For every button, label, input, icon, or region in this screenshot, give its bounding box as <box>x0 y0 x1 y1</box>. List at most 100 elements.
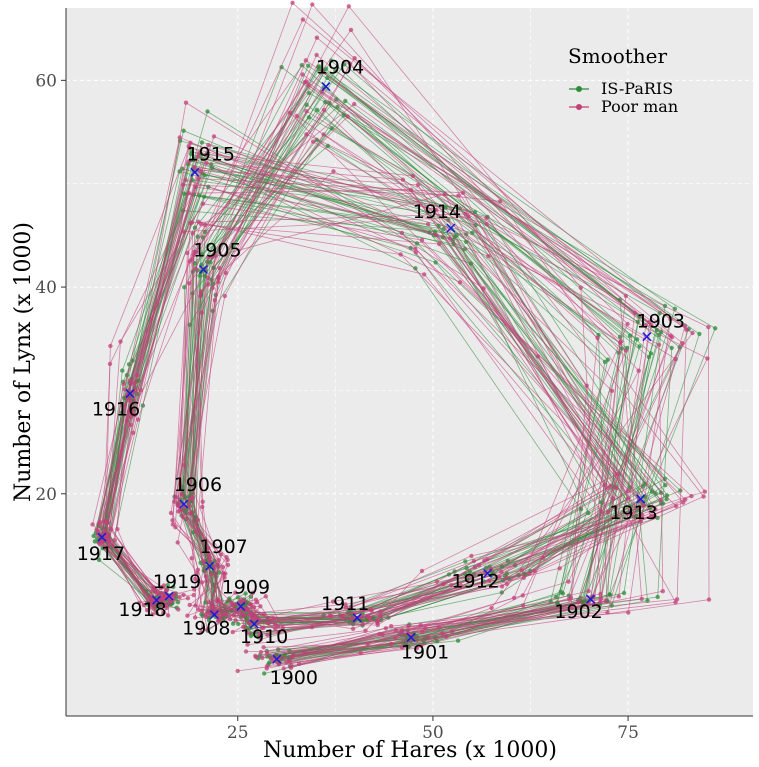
trajectory-point <box>663 483 668 488</box>
trajectory-point <box>300 17 306 22</box>
trajectory-point <box>189 556 194 561</box>
trajectory-point <box>225 562 231 568</box>
y-axis-title: Number of Lynx (x 1000) <box>11 222 36 502</box>
trajectory-point <box>290 0 295 5</box>
trajectory-point <box>183 100 189 105</box>
trajectory-point <box>485 557 490 562</box>
trajectory-point <box>330 599 336 604</box>
trajectory-point <box>167 600 173 605</box>
trajectory-point <box>258 637 263 642</box>
legend-label-is-paris: IS-PaRIS <box>601 79 673 98</box>
year-label: 1909 <box>222 576 270 598</box>
trajectory-point <box>194 570 200 576</box>
trajectory-point <box>233 590 238 595</box>
trajectory-point <box>702 489 707 494</box>
trajectory-point <box>655 594 660 600</box>
trajectory-point <box>154 610 159 616</box>
trajectory-point <box>164 603 169 608</box>
trajectory-point <box>281 666 286 671</box>
observation-markers <box>97 82 652 664</box>
year-label: 1902 <box>554 601 602 623</box>
trajectory-poor-man <box>99 2 652 669</box>
trajectory-point <box>185 613 190 618</box>
trajectory-point <box>150 612 155 617</box>
trajectory-point <box>527 571 532 576</box>
trajectory-point <box>705 356 710 361</box>
trajectory-point <box>345 114 350 119</box>
trajectory-point <box>276 624 281 629</box>
trajectory-point <box>658 497 664 503</box>
trajectory-point <box>352 101 357 107</box>
trajectory-point <box>91 533 96 539</box>
legend: Smoother IS-PaRIS Poor man <box>568 44 678 116</box>
trajectory-point <box>176 509 181 514</box>
trajectory-point <box>637 344 642 349</box>
trajectory-point <box>662 476 667 482</box>
trajectory-point <box>595 335 600 341</box>
trajectory-point <box>200 499 205 504</box>
trajectory-point <box>263 594 268 599</box>
legend-swatch-point <box>576 104 582 110</box>
year-label: 1914 <box>413 201 461 223</box>
trajectory-point <box>188 151 194 157</box>
trajectory-point <box>92 539 98 544</box>
trajectory-point <box>674 504 679 509</box>
trajectory-point <box>186 159 192 164</box>
trajectory-point <box>311 139 316 144</box>
trajectory-poor-man <box>110 57 633 648</box>
trajectory-point <box>625 321 630 327</box>
trajectory-point <box>486 254 491 259</box>
trajectory-point <box>187 602 192 608</box>
trajectory-point <box>643 323 649 328</box>
trajectory-point <box>131 430 136 435</box>
legend-title: Smoother <box>568 44 668 68</box>
trajectory-point <box>634 337 640 342</box>
trajectory-point <box>586 588 591 594</box>
trajectory-point <box>262 611 267 617</box>
trajectory-point <box>434 579 440 584</box>
trajectory-point <box>389 624 394 629</box>
trajectory-point <box>673 600 678 605</box>
trajectory-point <box>442 191 447 197</box>
trajectory-point <box>212 298 217 303</box>
trajectory-point <box>636 368 641 373</box>
trajectory-point <box>319 89 325 94</box>
trajectory-point <box>613 505 618 510</box>
trajectory-point <box>191 592 196 598</box>
trajectory-point <box>615 471 621 477</box>
trajectory-point <box>598 509 604 514</box>
trajectory-point <box>328 613 334 619</box>
trajectory-point <box>205 109 210 114</box>
trajectory-point <box>317 64 322 69</box>
trajectory-point <box>200 201 206 206</box>
trajectory-point <box>186 144 191 149</box>
trajectory-point <box>664 497 669 502</box>
year-label: 1917 <box>77 543 125 565</box>
trajectory-point <box>177 595 182 600</box>
year-label: 1916 <box>92 399 140 421</box>
trajectory-point <box>323 66 329 72</box>
trajectory-point <box>94 527 99 532</box>
trajectory-point <box>669 345 674 351</box>
trajectory-point <box>253 597 259 602</box>
y-tick-label: 60 <box>35 71 57 91</box>
trajectory-point <box>303 58 309 63</box>
trajectory-point <box>216 618 222 623</box>
trajectory-point <box>678 488 683 493</box>
legend-item-is-paris: IS-PaRIS <box>569 79 673 98</box>
observation-marker <box>164 591 174 601</box>
trajectory-point <box>262 671 267 676</box>
trajectory-point <box>560 591 566 596</box>
trajectory-point <box>669 335 675 340</box>
trajectory-point <box>196 151 201 156</box>
trajectory-point <box>602 359 608 365</box>
trajectory-point <box>223 571 228 576</box>
trajectory-point <box>230 629 235 635</box>
trajectory-point <box>681 500 686 505</box>
trajectory-point <box>187 259 192 264</box>
trajectory-point <box>497 575 502 580</box>
trajectory-point <box>211 134 217 139</box>
trajectory-point <box>499 584 505 589</box>
observation-marker <box>446 223 456 233</box>
observation-marker <box>125 388 135 399</box>
